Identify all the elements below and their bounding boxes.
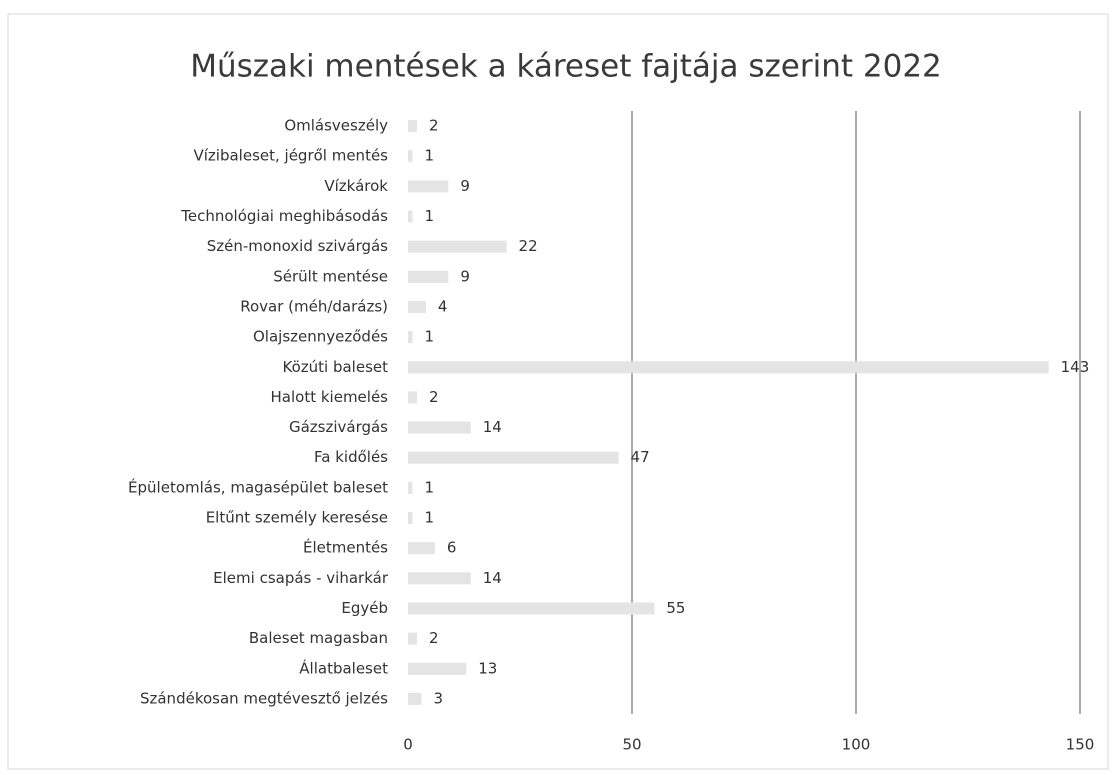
- y-tick-label: Közúti baleset: [283, 358, 389, 376]
- bar: [408, 361, 1049, 374]
- data-label: 14: [483, 569, 502, 587]
- data-label: 143: [1061, 358, 1090, 376]
- y-tick-label: Fa kidőlés: [314, 448, 388, 466]
- data-label: 3: [433, 689, 443, 707]
- y-tick-label: Állatbaleset: [299, 658, 388, 677]
- x-tick-label: 100: [842, 736, 871, 754]
- bar: [408, 481, 413, 494]
- bar: [408, 602, 655, 615]
- data-label: 1: [424, 328, 434, 346]
- data-label: 13: [478, 659, 497, 677]
- bar: [408, 451, 619, 464]
- bar: [408, 210, 413, 223]
- y-tick-label: Omlásveszély: [284, 117, 388, 135]
- data-label: 9: [460, 267, 470, 285]
- y-tick-label: Elemi csapás - viharkár: [213, 569, 389, 587]
- data-label: 14: [483, 418, 502, 436]
- bar: [408, 632, 417, 645]
- y-tick-label: Technológiai meghibásodás: [180, 207, 388, 225]
- y-tick-label: Baleset magasban: [249, 629, 388, 647]
- chart-title: Műszaki mentések a káreset fajtája szeri…: [190, 49, 942, 85]
- y-tick-label: Szándékosan megtévesztő jelzés: [140, 689, 388, 707]
- data-label: 1: [424, 147, 434, 165]
- data-label: 55: [666, 599, 685, 617]
- bar: [408, 391, 417, 404]
- data-label: 1: [424, 509, 434, 527]
- chart-frame: [7, 13, 1109, 770]
- data-label: 2: [429, 117, 439, 135]
- y-tick-label: Vízibaleset, jégről mentés: [193, 147, 388, 165]
- bar: [408, 542, 435, 555]
- bar: [408, 300, 426, 314]
- bar: [408, 662, 467, 675]
- data-label: 47: [631, 448, 650, 466]
- bar: [408, 692, 422, 705]
- y-tick-label: Épületomlás, magasépület baleset: [128, 477, 388, 496]
- bar: [408, 180, 449, 193]
- data-label: 4: [438, 297, 448, 315]
- y-tick-label: Eltűnt személy keresése: [206, 509, 388, 527]
- data-label: 2: [429, 629, 439, 647]
- bar: [408, 572, 471, 585]
- x-tick-label: 150: [1066, 736, 1095, 754]
- bar: [408, 120, 417, 133]
- x-tick-label: 50: [622, 736, 641, 754]
- y-tick-label: Gázszivárgás: [289, 418, 388, 436]
- bar: [408, 421, 471, 434]
- data-label: 2: [429, 388, 439, 406]
- data-label: 6: [447, 539, 457, 557]
- data-label: 9: [460, 177, 470, 195]
- y-tick-label: Sérült mentése: [273, 267, 388, 285]
- data-label: 1: [424, 478, 434, 496]
- y-tick-label: Egyéb: [341, 599, 388, 617]
- y-tick-label: Életmentés: [303, 538, 388, 557]
- data-label: 22: [519, 237, 538, 255]
- y-tick-label: Rovar (méh/darázs): [240, 297, 388, 315]
- y-tick-label: Olajszennyeződés: [253, 328, 388, 346]
- data-label: 1: [424, 207, 434, 225]
- bar: [408, 240, 507, 253]
- bar: [408, 511, 413, 525]
- bar: [408, 150, 413, 163]
- y-tick-label: Szén-monoxid szivárgás: [207, 237, 388, 255]
- y-tick-label: Halott kiemelés: [271, 388, 389, 406]
- bar: [408, 270, 449, 283]
- y-tick-label: Vízkárok: [324, 177, 388, 195]
- x-tick-label: 0: [403, 736, 413, 754]
- bar: [408, 331, 413, 344]
